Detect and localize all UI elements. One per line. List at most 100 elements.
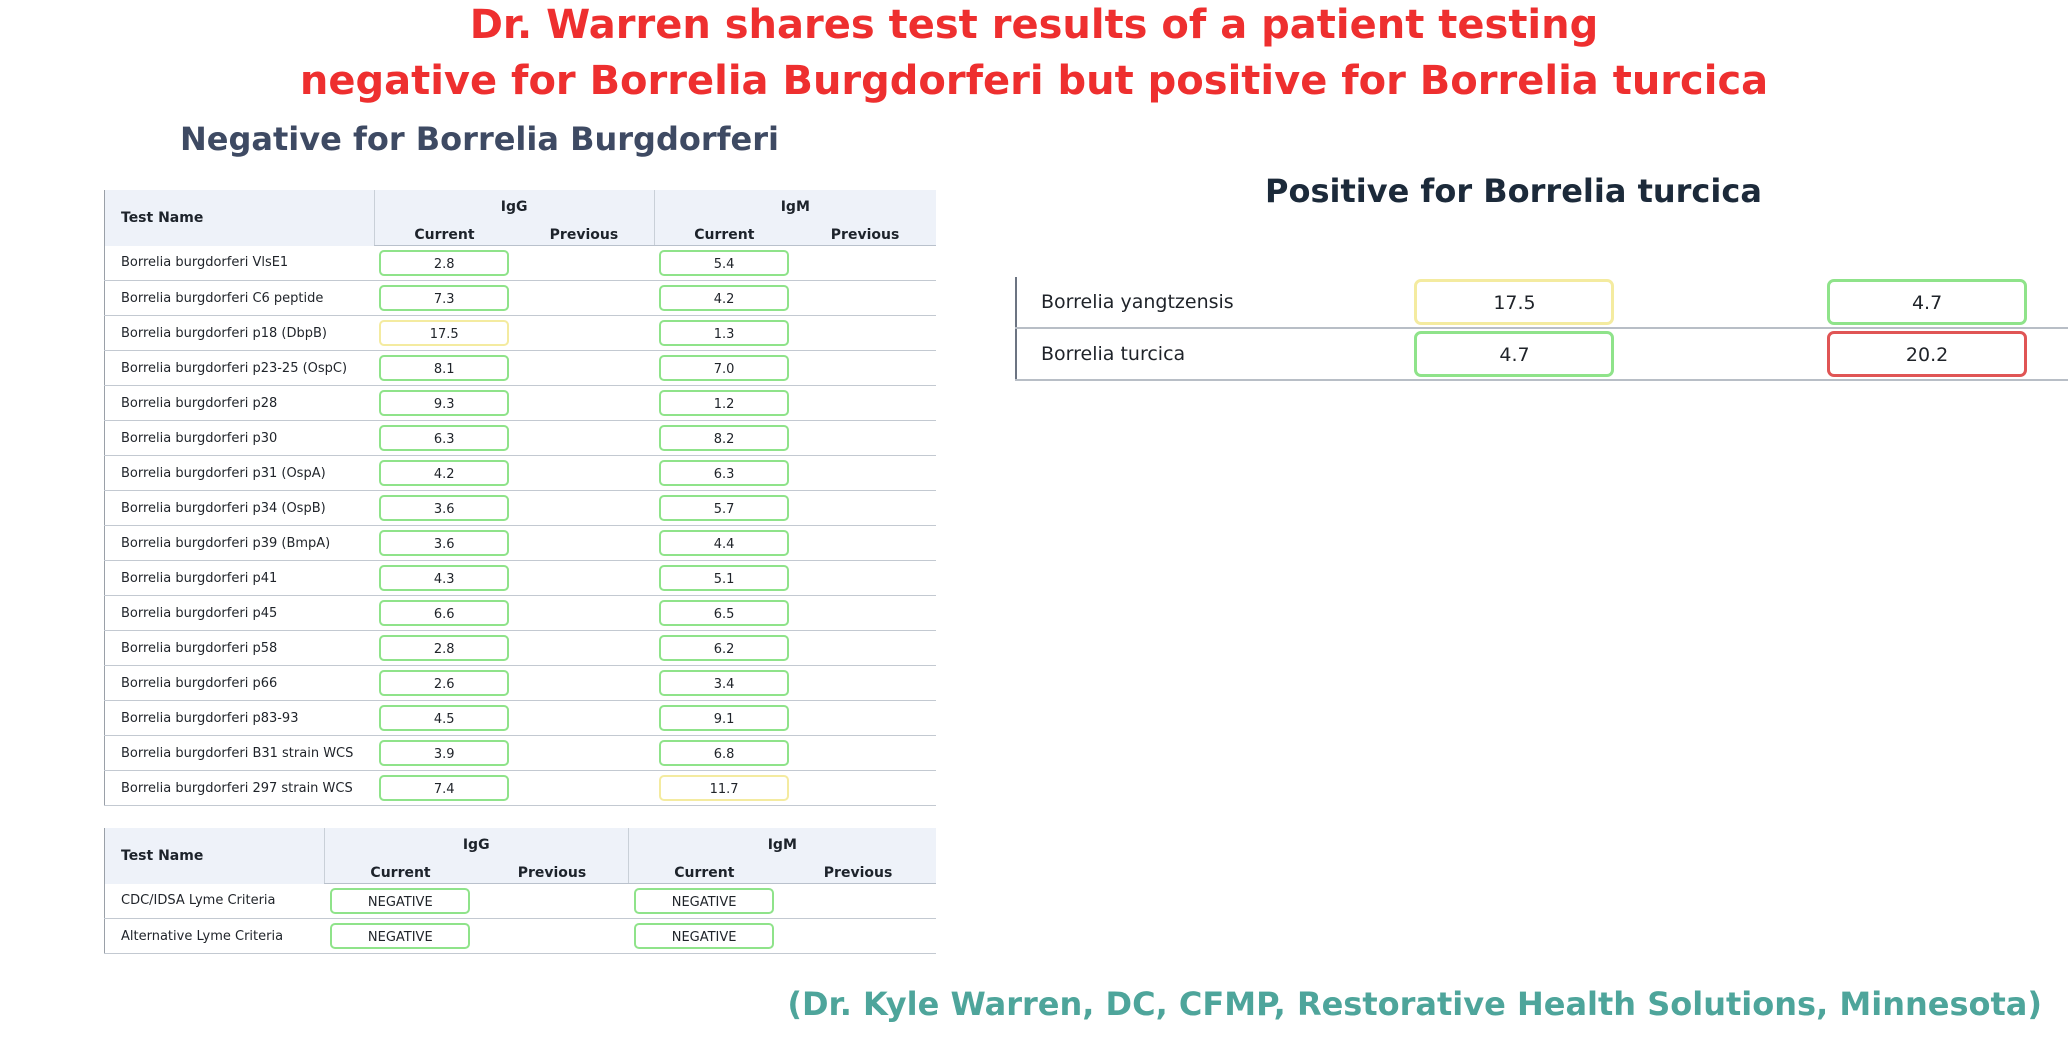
igg-current-cell: 17.5 <box>374 315 515 351</box>
igm-current-value: 9.1 <box>659 705 790 731</box>
table-row: Borrelia burgdorferi p34 (OspB) 3.6 5.7 <box>104 490 936 526</box>
test-name-cell: Borrelia burgdorferi p39 (BmpA) <box>104 525 375 561</box>
igm-previous-cell <box>794 385 936 421</box>
table-row: Borrelia burgdorferi p18 (DbpB) 17.5 1.3 <box>104 315 936 351</box>
table-row: Alternative Lyme Criteria NEGATIVE NEGATIV… <box>104 918 936 954</box>
igm-current-value: 6.5 <box>659 600 790 626</box>
igg-current-cell: 3.9 <box>374 735 515 771</box>
igm-current-cell: 20.2 <box>1823 328 2032 381</box>
igm-current-cell: NEGATIVE <box>628 918 781 954</box>
igg-previous-cell <box>514 630 655 666</box>
test-name-cell: Borrelia burgdorferi B31 strain WCS <box>104 735 375 771</box>
igm-current-cell: 6.5 <box>654 595 795 631</box>
igm-current-cell: 5.4 <box>654 245 795 281</box>
igm-previous-cell <box>794 245 936 281</box>
header-igm-current: Current <box>653 224 795 246</box>
igg-current-cell: 2.6 <box>374 665 515 701</box>
test-name-cell: Borrelia burgdorferi p31 (OspA) <box>104 455 375 491</box>
table-row: Borrelia burgdorferi p30 6.3 8.2 <box>104 420 936 456</box>
test-name-cell: Borrelia burgdorferi VlsE1 <box>104 245 375 281</box>
test-name-cell: Alternative Lyme Criteria <box>104 918 325 954</box>
table-row: Borrelia burgdorferi B31 strain WCS 3.9 6.… <box>104 735 936 771</box>
table-row: Borrelia burgdorferi p45 6.6 6.5 <box>104 595 936 631</box>
igm-current-cell: 6.8 <box>654 735 795 771</box>
igg-previous-cell <box>514 770 655 806</box>
igm-current-cell: 5.7 <box>654 490 795 526</box>
igg-current-cell: 3.6 <box>374 525 515 561</box>
igm-current-cell: NEGATIVE <box>628 883 781 919</box>
igg-current-value: 2.8 <box>379 250 510 276</box>
negative-heading: Negative for Borrelia Burgdorferi <box>180 120 779 158</box>
igg-current-cell: 6.3 <box>374 420 515 456</box>
positive-heading: Positive for Borrelia turcica <box>1265 172 1762 210</box>
test-name-cell: Borrelia burgdorferi 297 strain WCS <box>104 770 375 806</box>
igg-current-value: 17.5 <box>379 320 510 346</box>
igg-current-cell: 17.5 <box>1410 277 1619 329</box>
header-test-name: Test Name <box>104 190 375 246</box>
test-name-cell: Borrelia burgdorferi p41 <box>104 560 375 596</box>
table-row: Borrelia burgdorferi p31 (OspA) 4.2 6.3 <box>104 455 936 491</box>
igm-previous-cell <box>794 665 936 701</box>
igg-previous-cell <box>514 665 655 701</box>
igg-current-cell: NEGATIVE <box>324 883 477 919</box>
criteria-header-igm-current: Current <box>627 862 781 884</box>
igg-previous-cell <box>514 700 655 736</box>
igg-previous-cell <box>514 385 655 421</box>
igm-current-value: 11.7 <box>659 775 790 801</box>
igg-previous-cell <box>514 735 655 771</box>
header-igm: IgM <box>653 190 936 224</box>
igm-current-value: 3.4 <box>659 670 790 696</box>
igg-previous-cell <box>514 280 655 316</box>
lyme-criteria-table: Test Name IgG IgM Current Previous Curre… <box>104 828 936 954</box>
table-row: Borrelia burgdorferi VlsE1 2.8 5.4 <box>104 245 936 281</box>
turcica-results-table: Borrelia yangtzensis 17.5 4.7 Borrelia turc… <box>1015 277 2068 381</box>
spacer-cell <box>2031 277 2068 329</box>
criteria-header-igm: IgM <box>627 828 936 862</box>
igg-current-value: NEGATIVE <box>330 923 471 949</box>
igg-current-cell: 8.1 <box>374 350 515 386</box>
igg-current-value: 3.6 <box>379 530 510 556</box>
igm-previous-cell <box>794 630 936 666</box>
criteria-header-test-name: Test Name <box>104 828 325 884</box>
test-name-cell: Borrelia burgdorferi p23-25 (OspC) <box>104 350 375 386</box>
igg-current-value: 4.2 <box>379 460 510 486</box>
igm-current-value: 4.4 <box>659 530 790 556</box>
igg-previous-cell <box>514 490 655 526</box>
igg-current-value: 7.4 <box>379 775 510 801</box>
igg-previous-cell <box>514 350 655 386</box>
igg-current-value: 4.5 <box>379 705 510 731</box>
criteria-header-igg-previous: Previous <box>476 862 629 884</box>
table-row: Borrelia burgdorferi p28 9.3 1.2 <box>104 385 936 421</box>
header-igg-current: Current <box>373 224 515 246</box>
credit-line: (Dr. Kyle Warren, DC, CFMP, Restorative … <box>787 985 2042 1023</box>
igm-current-cell: 4.4 <box>654 525 795 561</box>
igm-previous-cell <box>780 918 936 954</box>
table-row: Borrelia burgdorferi p39 (BmpA) 3.6 4.4 <box>104 525 936 561</box>
igg-current-value: 17.5 <box>1414 279 1615 325</box>
igg-current-cell: 4.2 <box>374 455 515 491</box>
test-name-cell: Borrelia burgdorferi p18 (DbpB) <box>104 315 375 351</box>
burgdorferi-results-table: Test Name IgG IgM Current Previous Curre… <box>104 190 936 806</box>
igg-previous-cell <box>514 560 655 596</box>
igg-current-cell: 6.6 <box>374 595 515 631</box>
igm-previous-cell <box>794 770 936 806</box>
igm-current-value: 5.4 <box>659 250 790 276</box>
igg-current-cell: 9.3 <box>374 385 515 421</box>
igg-current-cell: 4.3 <box>374 560 515 596</box>
igm-current-cell: 1.3 <box>654 315 795 351</box>
test-name-cell: Borrelia burgdorferi p28 <box>104 385 375 421</box>
test-name-cell: Borrelia burgdorferi p30 <box>104 420 375 456</box>
table-row: Borrelia burgdorferi p23-25 (OspC) 8.1 7.0 <box>104 350 936 386</box>
igg-current-value: 3.9 <box>379 740 510 766</box>
igm-current-value: 5.1 <box>659 565 790 591</box>
igg-current-value: 6.6 <box>379 600 510 626</box>
igm-current-value: 6.2 <box>659 635 790 661</box>
igg-current-value: 7.3 <box>379 285 510 311</box>
igm-previous-cell <box>794 490 936 526</box>
igm-current-cell: 4.2 <box>654 280 795 316</box>
igg-current-value: 3.6 <box>379 495 510 521</box>
table-row: Borrelia burgdorferi p66 2.6 3.4 <box>104 665 936 701</box>
test-name-cell: Borrelia burgdorferi p58 <box>104 630 375 666</box>
test-name-cell: Borrelia burgdorferi p34 (OspB) <box>104 490 375 526</box>
igm-current-cell: 4.7 <box>1823 277 2032 329</box>
